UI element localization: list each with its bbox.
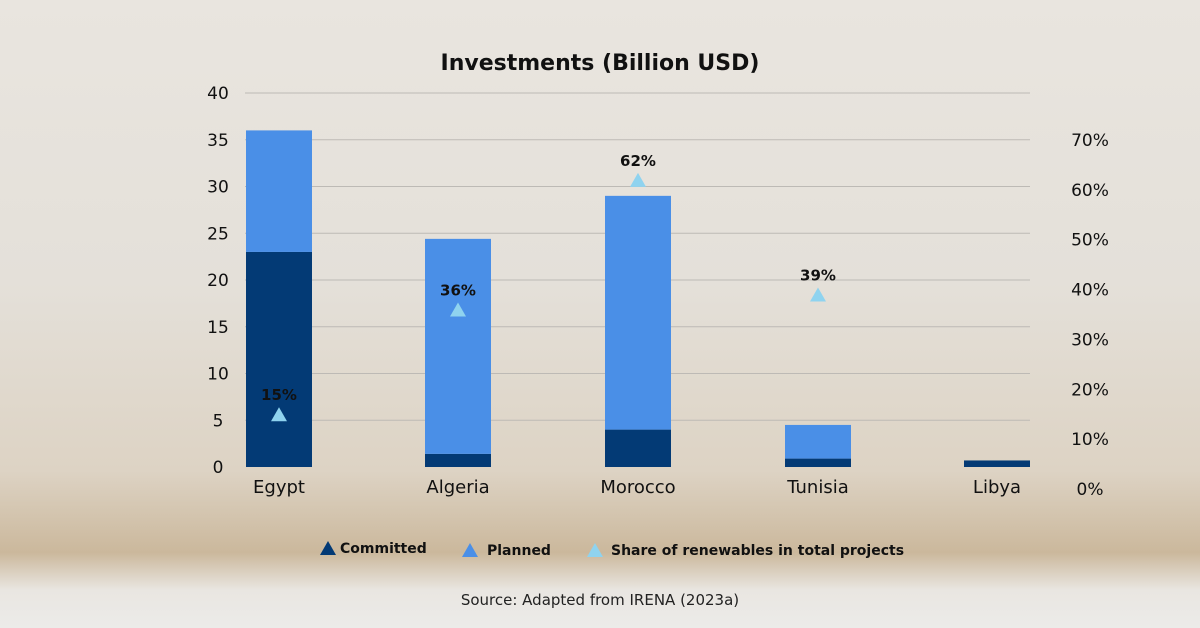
category-label: Morocco	[600, 477, 675, 498]
legend-share-marker	[587, 543, 603, 557]
y-tick-label: 5	[213, 411, 224, 431]
source-note: Source: Adapted from IRENA (2023a)	[461, 591, 739, 609]
legend: Committed Planned Share of renewables in…	[320, 541, 904, 559]
legend-planned: Planned	[487, 543, 551, 559]
share-marker-egypt	[271, 407, 287, 422]
legend-planned-marker	[462, 543, 478, 557]
bar-committed-libya	[964, 460, 1030, 467]
y-tick-label: 40	[207, 84, 229, 104]
y2-tick-label: 70%	[1071, 131, 1109, 151]
y2-tick-label: 30%	[1071, 330, 1109, 350]
share-marker-tunisia	[810, 287, 826, 302]
y-tick-label: 30	[207, 178, 229, 198]
bar-planned-morocco	[605, 195, 671, 430]
bar-committed-tunisia	[785, 458, 851, 467]
y-tick-label: 25	[207, 224, 229, 244]
y2-tick-label: 0%	[1077, 480, 1104, 500]
bar-committed-algeria	[425, 453, 491, 467]
category-label: Libya	[973, 477, 1021, 498]
y2-tick-label: 40%	[1071, 281, 1109, 301]
bar-planned-algeria	[425, 238, 491, 454]
y2-tick-label: 60%	[1071, 181, 1109, 201]
y2-tick-label: 20%	[1071, 380, 1109, 400]
y-tick-label: 0	[213, 458, 224, 478]
share-label: 39%	[800, 267, 836, 285]
y-tick-label: 35	[207, 131, 229, 151]
bar-committed-morocco	[605, 429, 671, 467]
y-tick-label: 20	[207, 271, 229, 291]
bar-planned-tunisia	[785, 424, 851, 459]
category-label: Egypt	[253, 477, 305, 498]
y2-tick-label: 10%	[1071, 430, 1109, 450]
category-label: Tunisia	[786, 477, 849, 498]
share-marker-morocco	[630, 172, 646, 187]
legend-share: Share of renewables in total projects	[611, 543, 904, 559]
bar-planned-egypt	[246, 130, 312, 252]
y-tick-label: 10	[207, 365, 229, 385]
share-label: 36%	[440, 282, 476, 300]
bar-committed-egypt	[246, 251, 312, 467]
legend-committed: Committed	[340, 541, 427, 557]
share-label: 62%	[620, 152, 656, 170]
y-tick-label: 15	[207, 318, 229, 338]
share-label: 15%	[261, 386, 297, 404]
share-marker-algeria	[450, 302, 466, 317]
chart-title: Investments (Billion USD)	[441, 51, 760, 76]
legend-committed-marker	[320, 541, 336, 555]
y2-tick-label: 50%	[1071, 231, 1109, 251]
category-label: Algeria	[426, 477, 489, 498]
